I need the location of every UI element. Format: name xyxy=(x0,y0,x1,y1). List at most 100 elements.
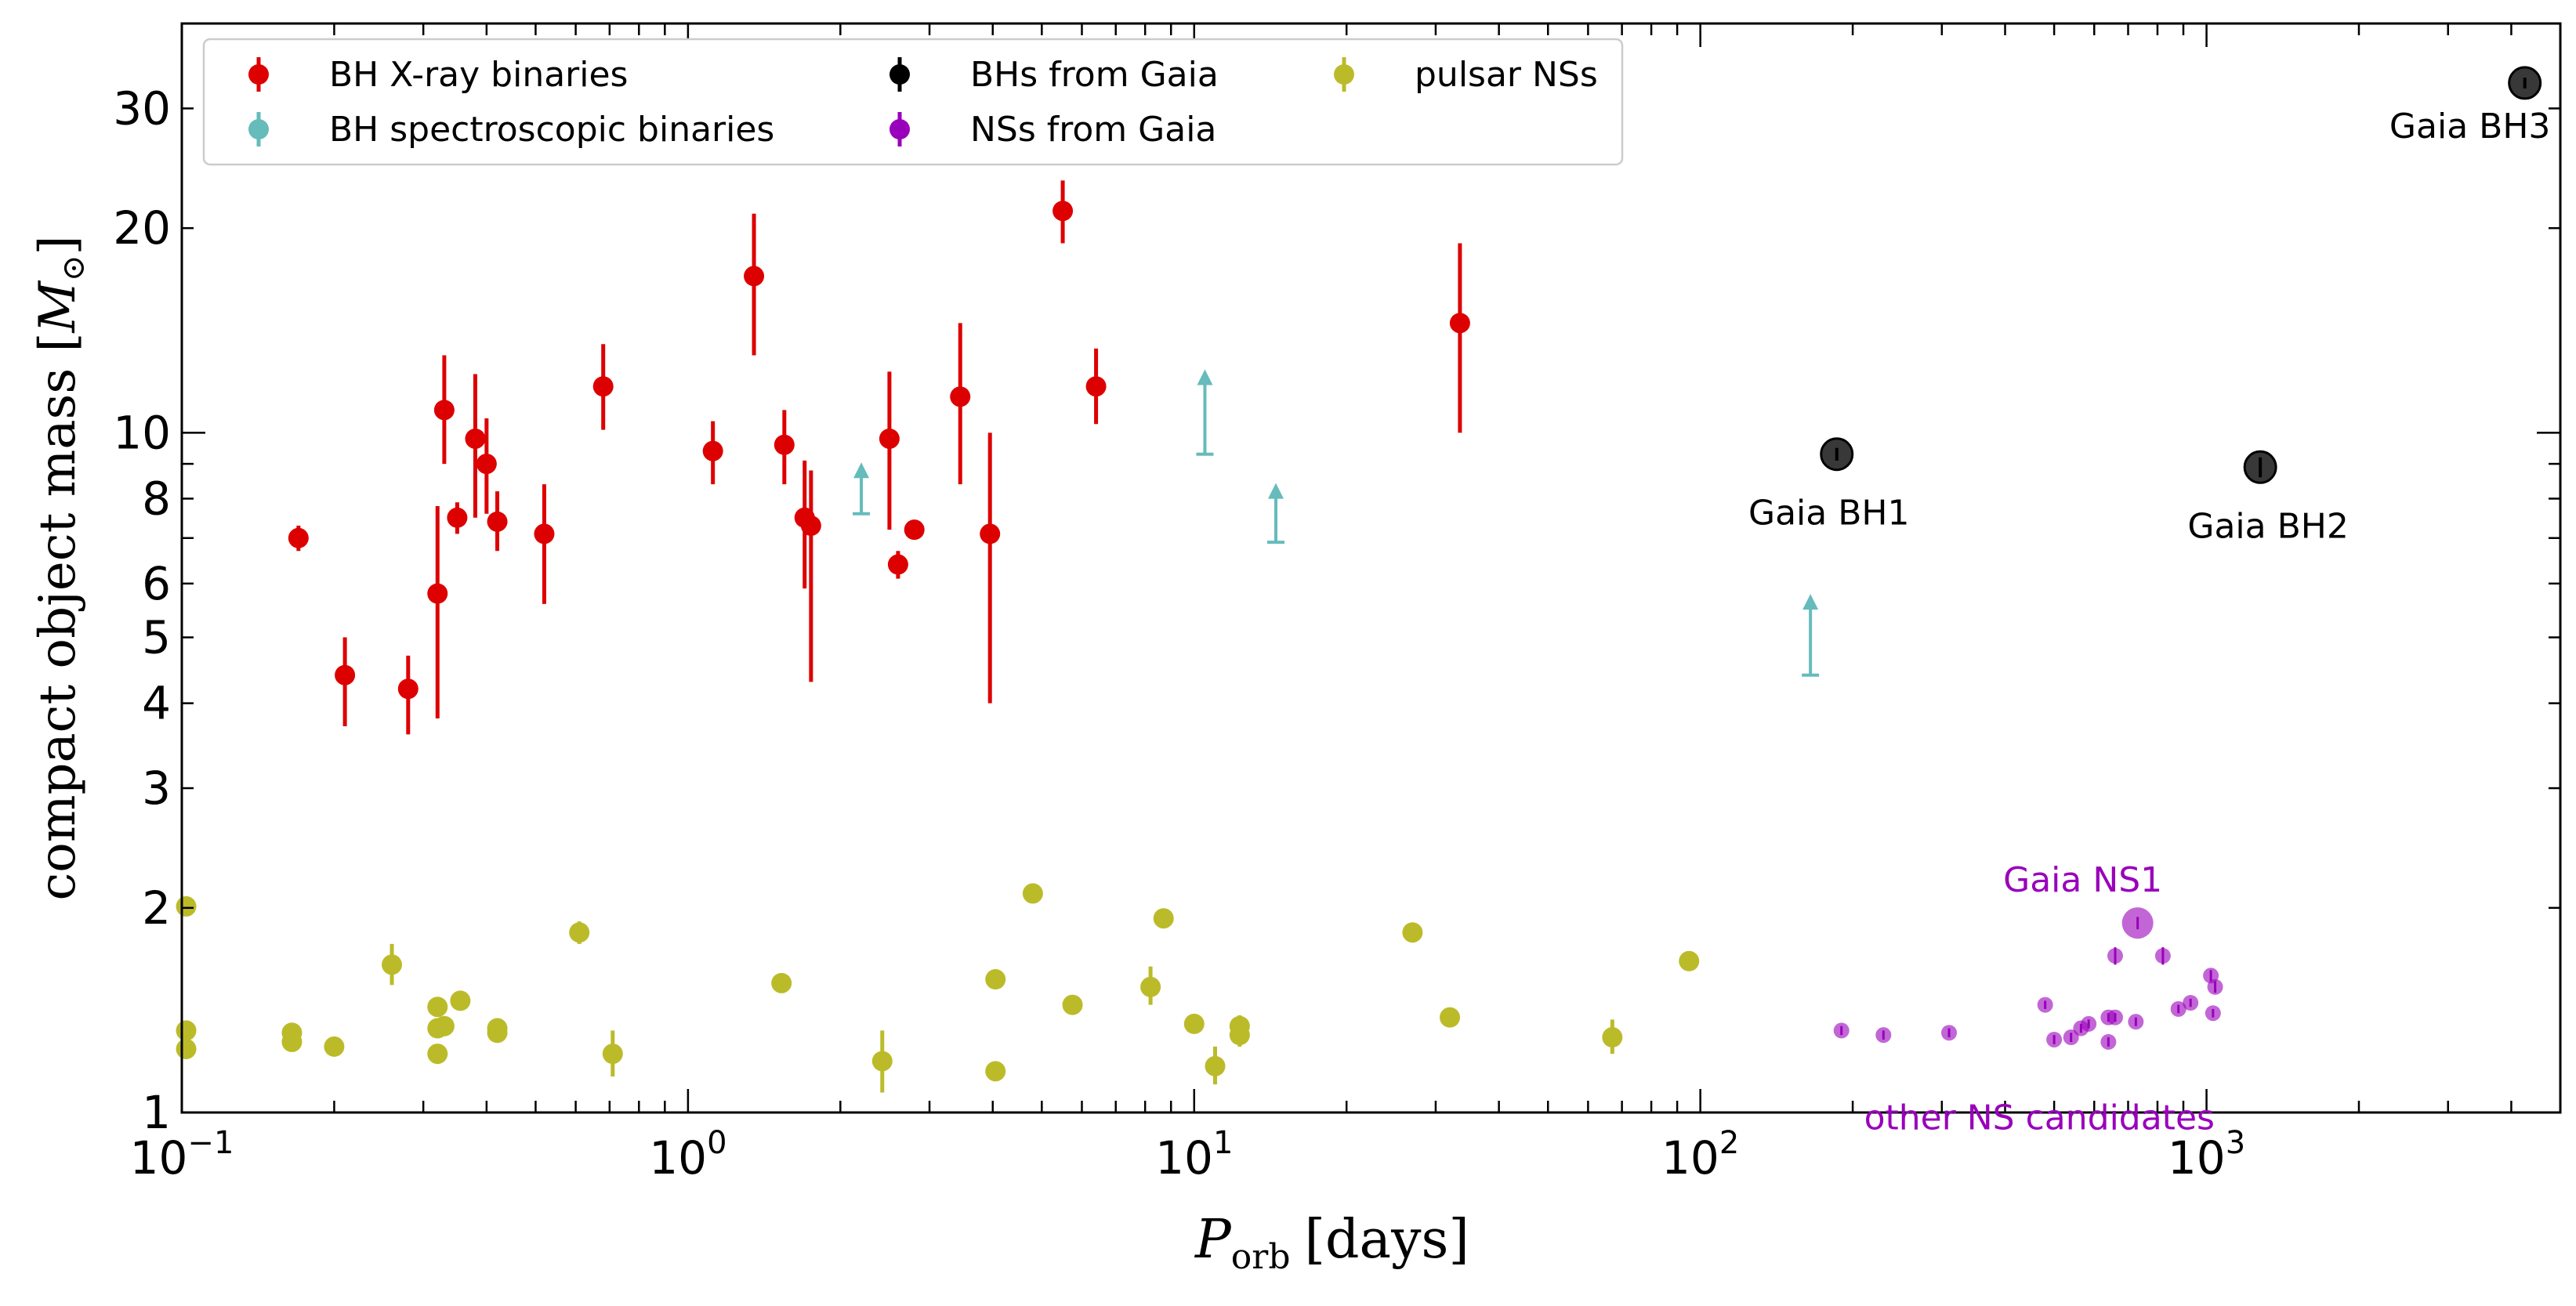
legend-marker xyxy=(889,119,910,139)
y-tick-label: 20 xyxy=(113,201,171,255)
data-point xyxy=(1153,908,1174,929)
data-point xyxy=(592,376,614,397)
y-axis-label-unit: M xyxy=(29,280,87,333)
data-point xyxy=(1679,950,1700,971)
data-point xyxy=(985,969,1006,990)
y-axis-label-sun: ⊙ xyxy=(56,255,92,281)
lower-limit-arrow xyxy=(1197,369,1213,385)
x-tick-label-exponent: 0 xyxy=(707,1125,726,1161)
data-point xyxy=(397,678,418,700)
data-point xyxy=(1085,376,1107,397)
legend-label: pulsar NSs xyxy=(1415,55,1598,95)
data-point xyxy=(774,434,795,455)
y-tick-label: 1 xyxy=(142,1086,171,1139)
data-point xyxy=(1402,922,1423,943)
data-point xyxy=(1205,1055,1226,1076)
x-axis-label: Porb [days] xyxy=(1194,1209,1469,1277)
data-point xyxy=(382,954,403,975)
data-point xyxy=(427,997,448,1018)
x-tick-label-exponent: 1 xyxy=(1213,1125,1233,1161)
data-point xyxy=(1062,994,1083,1015)
y-axis-label: compact object mass [M⊙] xyxy=(29,235,92,900)
lower-limit-arrow xyxy=(1267,483,1284,499)
x-tick-label-base: 10 xyxy=(1155,1131,1213,1185)
data-point xyxy=(487,511,508,532)
data-point xyxy=(176,895,197,917)
data-point xyxy=(1140,976,1161,997)
x-axis-label-sub: orb xyxy=(1231,1237,1291,1277)
annotation-label: Gaia BH3 xyxy=(2389,107,2551,147)
annotation-label: Gaia NS1 xyxy=(2003,860,2162,900)
data-point xyxy=(324,1036,345,1057)
data-point xyxy=(281,1031,303,1052)
y-tick-label: 2 xyxy=(142,881,171,935)
data-point xyxy=(1602,1027,1623,1048)
data-point xyxy=(288,527,309,548)
x-tick-label-exponent: −1 xyxy=(187,1125,234,1161)
y-tick-label: 4 xyxy=(142,677,171,730)
x-tick-label: 10−1 xyxy=(130,1125,234,1185)
y-tick-label: 30 xyxy=(113,81,171,135)
plot-frame xyxy=(180,22,2562,1114)
data-point xyxy=(980,523,1001,544)
data-point xyxy=(450,990,471,1011)
legend-label: BHs from Gaia xyxy=(970,55,1219,95)
legend-marker xyxy=(1334,64,1354,85)
x-tick-label-exponent: 3 xyxy=(2226,1125,2245,1161)
annotation-label: Gaia BH2 xyxy=(2187,506,2349,546)
data-point xyxy=(1449,313,1470,334)
data-point xyxy=(771,972,792,993)
data-point xyxy=(744,266,765,287)
data-point xyxy=(985,1061,1006,1082)
data-point xyxy=(904,519,925,541)
lower-limit-arrow xyxy=(1802,594,1819,610)
y-tick-label: 10 xyxy=(113,406,171,459)
legend: BH X-ray binaries BH spectroscopic binari… xyxy=(202,38,1624,166)
annotations: Gaia BH1 Gaia BH2 Gaia BH3 Gaia NS1 other NS… xyxy=(1748,107,2550,1138)
lower-limit-arrow xyxy=(853,462,870,479)
annotation-label: other NS candidates xyxy=(1864,1098,2215,1138)
data-point xyxy=(447,507,468,528)
x-tick-label: 103 xyxy=(2168,1125,2245,1185)
data-point xyxy=(427,1044,448,1065)
data-point xyxy=(1022,883,1043,904)
legend-label: NSs from Gaia xyxy=(970,110,1216,150)
data-point xyxy=(887,554,908,575)
data-point xyxy=(433,1015,455,1036)
x-tick-label-base: 10 xyxy=(1661,1131,1719,1185)
y-tick-label: 6 xyxy=(142,557,171,610)
data-point xyxy=(1053,201,1074,222)
legend-label: BH spectroscopic binaries xyxy=(329,110,774,150)
data-point xyxy=(879,428,900,449)
y-tick-label: 3 xyxy=(142,762,171,815)
y-tick-label: 5 xyxy=(142,611,171,664)
data-point xyxy=(335,664,356,686)
legend-box xyxy=(202,38,1624,166)
data-point xyxy=(950,386,971,407)
x-tick-label: 101 xyxy=(1155,1125,1233,1185)
data-point xyxy=(476,454,497,475)
data-point xyxy=(465,428,486,449)
x-tick-label: 100 xyxy=(649,1125,726,1185)
data-point xyxy=(702,440,723,461)
annotation-label: Gaia BH1 xyxy=(1748,494,1910,534)
data-point xyxy=(800,515,821,536)
x-tick-label-base: 10 xyxy=(130,1131,188,1185)
x-axis-label-main: P xyxy=(1194,1209,1232,1271)
data-point xyxy=(1183,1013,1205,1034)
y-axis-label-close: ] xyxy=(29,235,87,255)
legend-marker xyxy=(889,64,910,85)
data-point xyxy=(534,523,555,544)
data-point xyxy=(569,922,590,943)
x-tick-label-exponent: 2 xyxy=(1719,1125,1739,1161)
data-point xyxy=(871,1051,893,1072)
legend-marker xyxy=(248,119,269,139)
data-point xyxy=(176,1038,197,1059)
data-point xyxy=(1229,1025,1250,1046)
data-point xyxy=(487,1022,508,1044)
legend-marker xyxy=(248,64,269,85)
data-point xyxy=(602,1044,623,1065)
y-axis-label-text: compact object mass [ xyxy=(29,332,87,900)
